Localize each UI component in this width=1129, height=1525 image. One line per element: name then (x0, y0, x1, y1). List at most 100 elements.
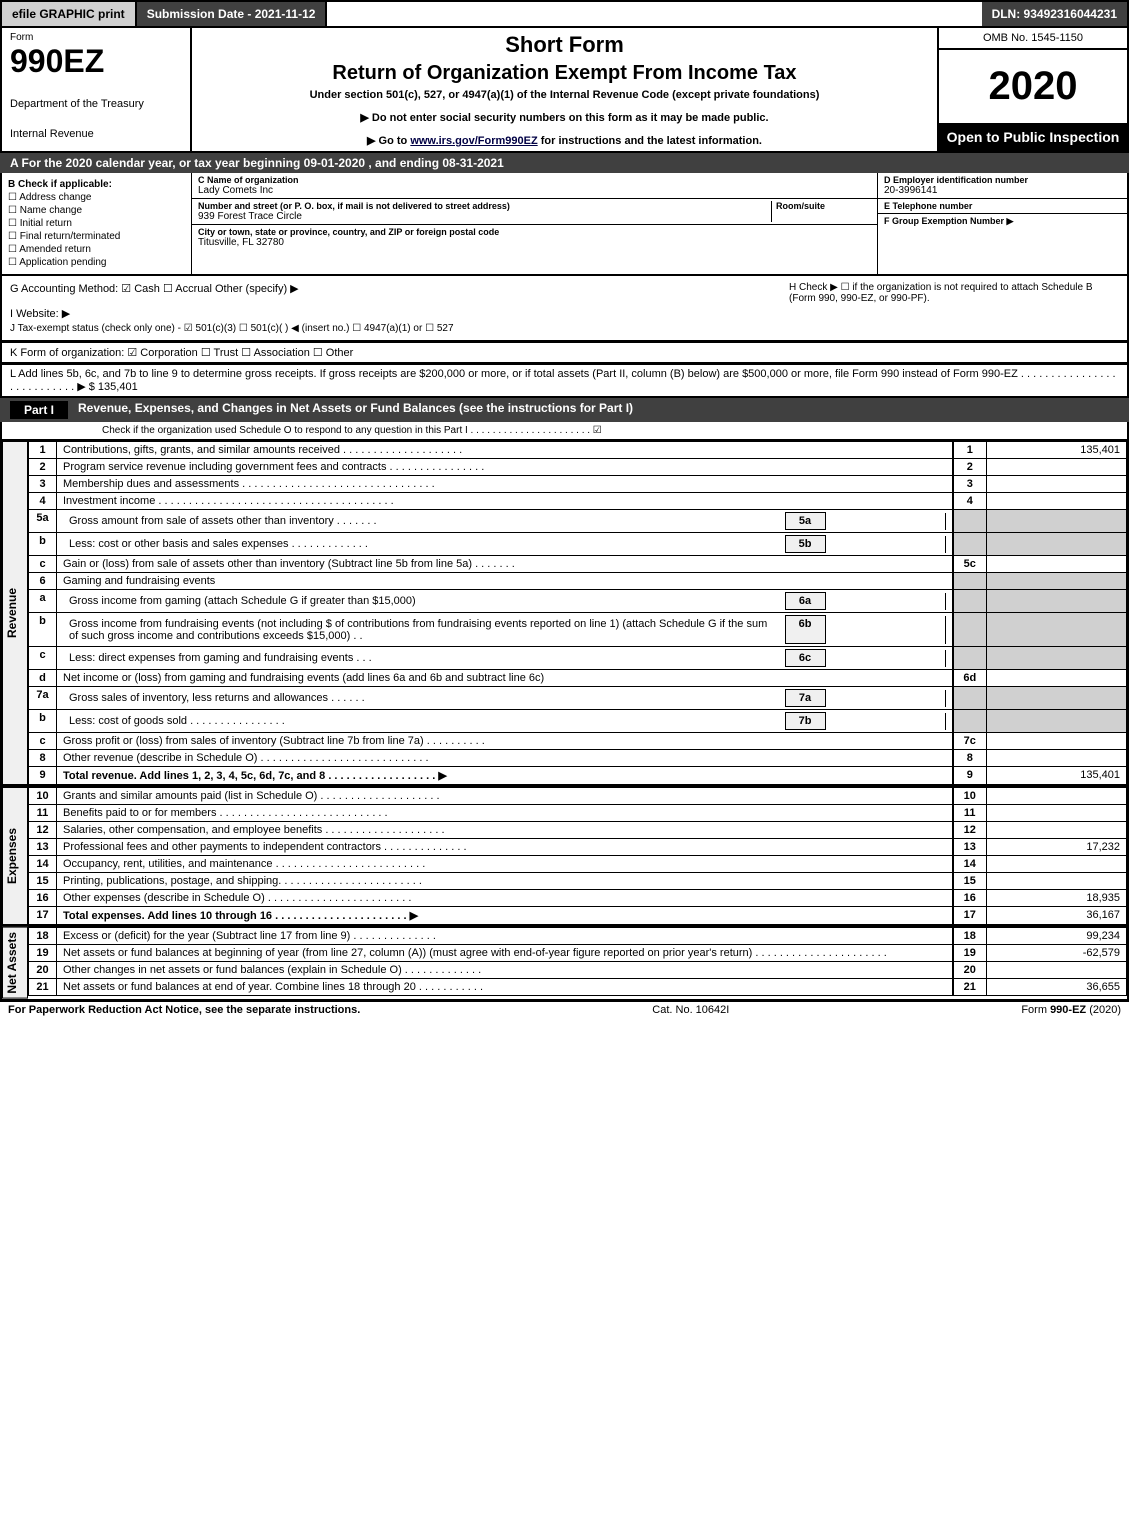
footer-left: For Paperwork Reduction Act Notice, see … (8, 1004, 360, 1016)
city-label: City or town, state or province, country… (198, 227, 871, 237)
table-row: bLess: cost of goods sold . . . . . . . … (29, 710, 1127, 733)
line-text: Gaming and fundraising events (57, 573, 953, 590)
line-number: 4 (29, 493, 57, 510)
line-text: Salaries, other compensation, and employ… (57, 822, 953, 839)
line-ref: 17 (953, 907, 987, 925)
table-row: bLess: cost or other basis and sales exp… (29, 533, 1127, 556)
line-amount (987, 873, 1127, 890)
line-number: d (29, 670, 57, 687)
note-suffix: for instructions and the latest informat… (538, 135, 762, 147)
line-number: 13 (29, 839, 57, 856)
note-ssn: ▶ Do not enter social security numbers o… (202, 111, 927, 124)
phone-cell: E Telephone number (878, 199, 1127, 214)
table-row: 7aGross sales of inventory, less returns… (29, 687, 1127, 710)
table-row: 9Total revenue. Add lines 1, 2, 3, 4, 5c… (29, 767, 1127, 785)
netassets-table: 18Excess or (deficit) for the year (Subt… (28, 927, 1127, 996)
line-l: L Add lines 5b, 6c, and 7b to line 9 to … (0, 364, 1129, 398)
line-amount (987, 788, 1127, 805)
line-amount: -62,579 (987, 945, 1127, 962)
line-amount: 17,232 (987, 839, 1127, 856)
line-j: J Tax-exempt status (check only one) - ☑… (10, 323, 1119, 334)
line-amount: 36,655 (987, 979, 1127, 996)
line-ref: 3 (953, 476, 987, 493)
line-text: Net assets or fund balances at beginning… (57, 945, 953, 962)
form-number: 990EZ (10, 43, 182, 80)
line-number: b (29, 533, 57, 556)
subtitle: Under section 501(c), 527, or 4947(a)(1)… (202, 89, 927, 101)
line-text: Total expenses. Add lines 10 through 16 … (57, 907, 953, 925)
header-left: Form 990EZ Department of the Treasury In… (2, 28, 192, 151)
line-number: c (29, 556, 57, 573)
omb-number: OMB No. 1545-1150 (939, 28, 1127, 50)
line-ref (953, 687, 987, 710)
line-ref (953, 533, 987, 556)
opt-amended[interactable]: ☐ Amended return (8, 244, 185, 255)
address: 939 Forest Trace Circle (198, 211, 771, 222)
table-row: 20Other changes in net assets or fund ba… (29, 962, 1127, 979)
table-row: 5aGross amount from sale of assets other… (29, 510, 1127, 533)
part1-header: Part I Revenue, Expenses, and Changes in… (0, 398, 1129, 422)
part1-title: Revenue, Expenses, and Changes in Net As… (78, 401, 633, 419)
table-row: 18Excess or (deficit) for the year (Subt… (29, 928, 1127, 945)
line-ref: 19 (953, 945, 987, 962)
ein-cell: D Employer identification number 20-3996… (878, 173, 1127, 199)
line-text: Less: direct expenses from gaming and fu… (57, 647, 953, 670)
line-number: 19 (29, 945, 57, 962)
address-cell: Number and street (or P. O. box, if mail… (192, 199, 877, 225)
expenses-label: Expenses (2, 787, 28, 925)
part1-label: Part I (10, 401, 68, 419)
line-ref: 18 (953, 928, 987, 945)
form-word: Form (10, 32, 182, 43)
opt-final-return[interactable]: ☐ Final return/terminated (8, 231, 185, 242)
line-text: Less: cost of goods sold . . . . . . . .… (57, 710, 953, 733)
line-text: Total revenue. Add lines 1, 2, 3, 4, 5c,… (57, 767, 953, 785)
line-number: b (29, 613, 57, 647)
table-row: cGross profit or (loss) from sales of in… (29, 733, 1127, 750)
line-ref (953, 510, 987, 533)
opt-pending[interactable]: ☐ Application pending (8, 257, 185, 268)
opt-initial-return[interactable]: ☐ Initial return (8, 218, 185, 229)
line-ref: 5c (953, 556, 987, 573)
table-row: 11Benefits paid to or for members . . . … (29, 805, 1127, 822)
line-text: Investment income . . . . . . . . . . . … (57, 493, 953, 510)
line-amount: 135,401 (987, 767, 1127, 785)
line-number: 16 (29, 890, 57, 907)
line-text: Occupancy, rent, utilities, and maintena… (57, 856, 953, 873)
revenue-section: Revenue 1Contributions, gifts, grants, a… (0, 441, 1129, 785)
short-form-title: Short Form (202, 32, 927, 58)
line-ref: 4 (953, 493, 987, 510)
line-number: 18 (29, 928, 57, 945)
box-b-title: B Check if applicable: (8, 179, 185, 190)
line-amount (987, 613, 1127, 647)
table-row: 10Grants and similar amounts paid (list … (29, 788, 1127, 805)
table-row: 15Printing, publications, postage, and s… (29, 873, 1127, 890)
efile-label[interactable]: efile GRAPHIC print (2, 2, 137, 26)
line-ref (953, 710, 987, 733)
table-row: 16Other expenses (describe in Schedule O… (29, 890, 1127, 907)
opt-name-change[interactable]: ☐ Name change (8, 205, 185, 216)
irs-link[interactable]: www.irs.gov/Form990EZ (410, 135, 537, 147)
line-ref: 7c (953, 733, 987, 750)
line-text: Gross sales of inventory, less returns a… (57, 687, 953, 710)
line-text: Net income or (loss) from gaming and fun… (57, 670, 953, 687)
city: Titusville, FL 32780 (198, 237, 871, 248)
line-text: Grants and similar amounts paid (list in… (57, 788, 953, 805)
line-number: 12 (29, 822, 57, 839)
opt-address-change[interactable]: ☐ Address change (8, 192, 185, 203)
line-g: G Accounting Method: ☑ Cash ☐ Accrual Ot… (10, 282, 789, 304)
line-number: 2 (29, 459, 57, 476)
expenses-table: 10Grants and similar amounts paid (list … (28, 787, 1127, 925)
line-amount (987, 710, 1127, 733)
line-amount (987, 805, 1127, 822)
line-number: c (29, 733, 57, 750)
table-row: aGross income from gaming (attach Schedu… (29, 590, 1127, 613)
line-amount: 36,167 (987, 907, 1127, 925)
line-text: Other expenses (describe in Schedule O) … (57, 890, 953, 907)
line-text: Gain or (loss) from sale of assets other… (57, 556, 953, 573)
table-row: cGain or (loss) from sale of assets othe… (29, 556, 1127, 573)
line-text: Other revenue (describe in Schedule O) .… (57, 750, 953, 767)
revenue-label: Revenue (2, 441, 28, 785)
line-amount (987, 476, 1127, 493)
line-number: 17 (29, 907, 57, 925)
header-right: OMB No. 1545-1150 2020 Open to Public In… (937, 28, 1127, 151)
